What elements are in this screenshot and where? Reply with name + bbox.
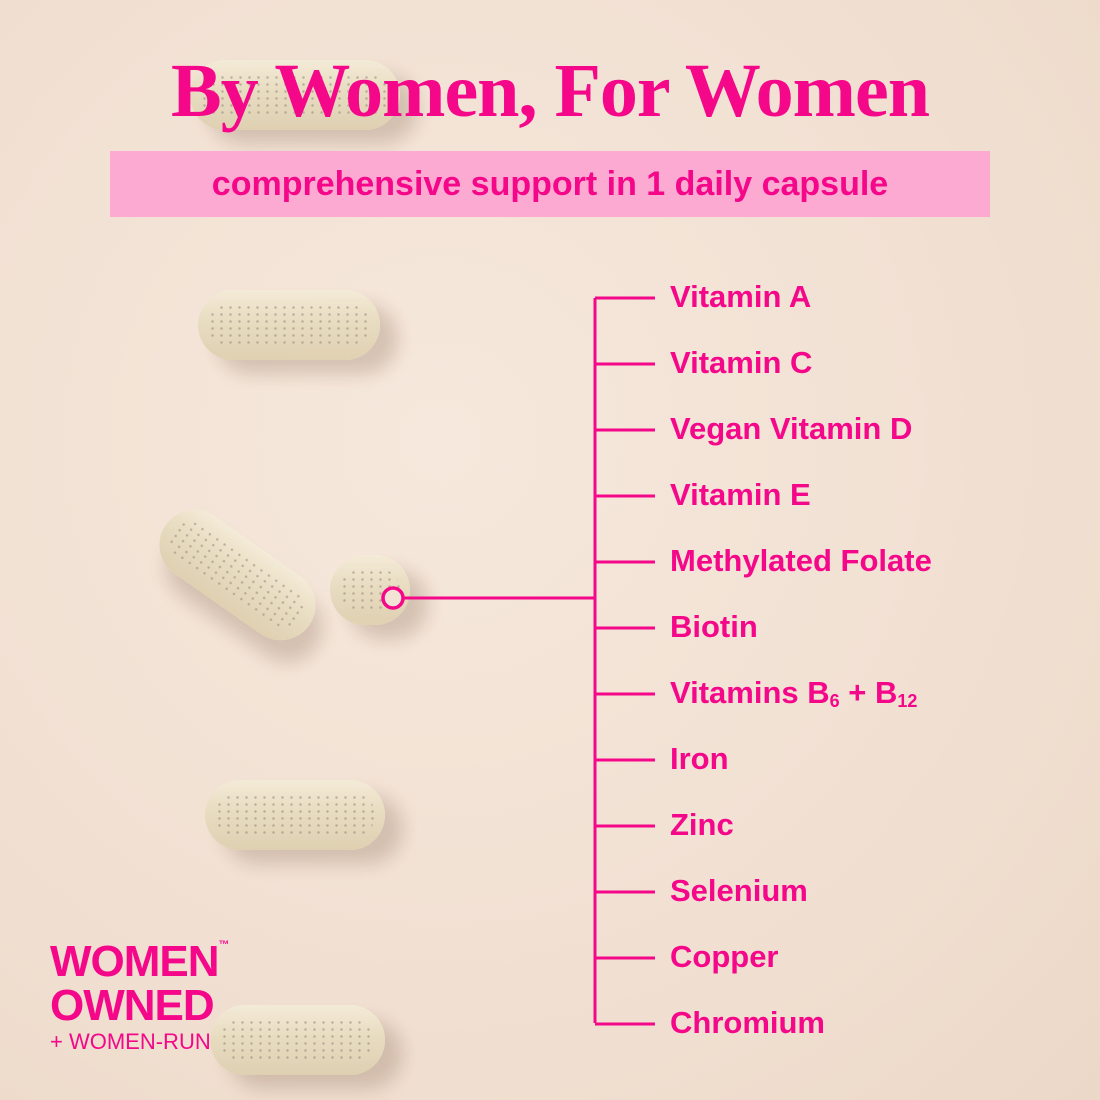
subtitle: comprehensive support in 1 daily capsule	[211, 164, 889, 203]
women-owned-logo: WOMEN™ OWNED + WOMEN-RUN	[50, 937, 230, 1054]
capsule-image	[190, 60, 400, 130]
ingredient-label: Vitamin E	[670, 477, 811, 512]
ingredient-label: Vitamin C	[670, 345, 813, 380]
capsule-image	[210, 1005, 385, 1075]
logo-line1: WOMEN	[50, 937, 220, 986]
ingredient-label: Selenium	[670, 873, 808, 908]
logo-line3: + WOMEN-RUN	[50, 1029, 211, 1054]
ingredient-label: Iron	[670, 741, 729, 776]
trademark: ™	[218, 939, 230, 951]
ingredient-label: Zinc	[670, 807, 734, 842]
b-mid: + B	[839, 675, 898, 710]
b-prefix: Vitamins B	[670, 675, 830, 710]
b12-sub: 12	[897, 691, 918, 711]
capsule-image	[205, 780, 385, 850]
ingredient-label: Methylated Folate	[670, 543, 932, 578]
subtitle-banner: comprehensive support in 1 daily capsule	[110, 151, 990, 217]
ingredient-label: Vitamin A	[670, 279, 812, 314]
ingredient-label: Copper	[670, 939, 779, 974]
ingredient-label: Biotin	[670, 609, 758, 644]
page-title: By Women, For Women	[171, 49, 930, 133]
b6-sub: 6	[829, 691, 840, 711]
ingredient-label: Vitamins B6 + B12	[670, 675, 917, 719]
ingredient-label: Vegan Vitamin D	[670, 411, 913, 446]
ingredient-label: Chromium	[670, 1005, 825, 1040]
capsule-image	[198, 290, 380, 360]
capsule-pointer-icon	[381, 586, 405, 610]
logo-line2: OWNED	[50, 981, 215, 1030]
